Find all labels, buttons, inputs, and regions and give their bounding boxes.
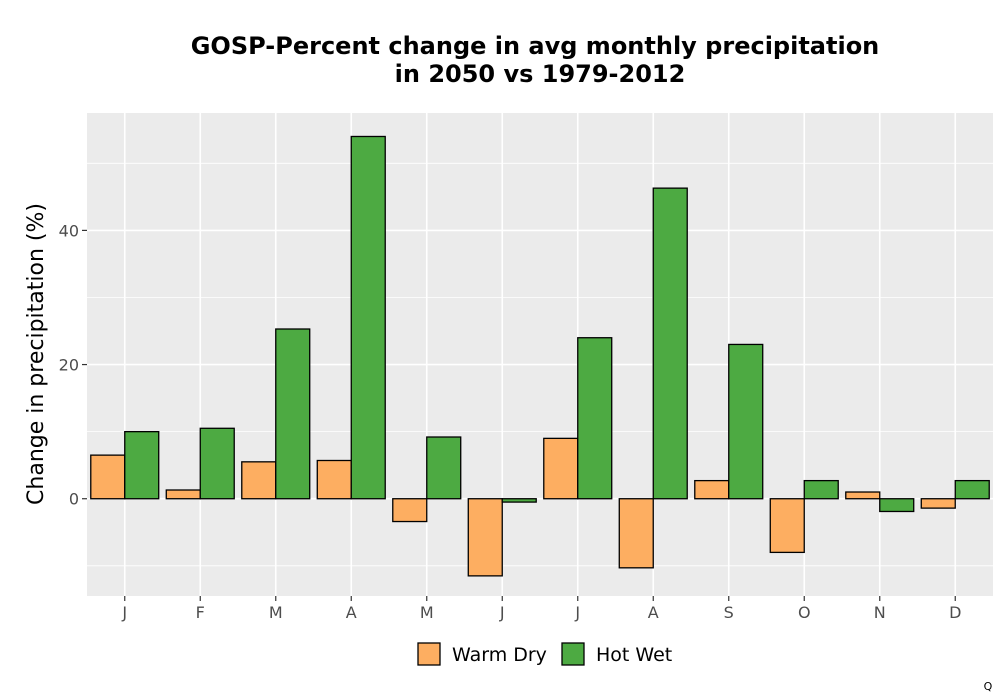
- x-tick-label: N: [874, 603, 886, 622]
- legend-key-warm-dry: [417, 642, 441, 666]
- bar-hot-wet: [954, 479, 990, 500]
- bar-hot-wet: [350, 135, 386, 500]
- bar-warm-dry: [90, 454, 126, 500]
- legend-label: Warm Dry: [452, 644, 547, 666]
- x-tick-label: D: [949, 603, 961, 622]
- plot-panel: [87, 113, 993, 596]
- x-tick-label: M: [269, 603, 283, 622]
- bar-hot-wet: [728, 343, 764, 500]
- x-tick-label: A: [648, 603, 659, 622]
- bar-hot-wet: [803, 479, 839, 500]
- bar-warm-dry: [694, 479, 730, 500]
- axis-ticks: 0 20 40 J F M A M J J A S O N D: [59, 221, 962, 622]
- bar-hot-wet: [199, 427, 235, 500]
- bar-warm-dry: [392, 498, 428, 523]
- x-tick-label: J: [121, 603, 127, 622]
- bar-warm-dry: [316, 459, 352, 500]
- x-tick-label: O: [798, 603, 811, 622]
- x-tick-label: M: [420, 603, 434, 622]
- bars: [90, 135, 990, 577]
- x-tick-label: J: [499, 603, 505, 622]
- y-tick-label: 40: [59, 221, 79, 240]
- bar-warm-dry: [467, 498, 503, 577]
- bar-warm-dry: [920, 498, 956, 509]
- bar-hot-wet: [275, 328, 311, 500]
- bar-hot-wet: [426, 436, 462, 500]
- y-axis-title: Change in precipitation (%): [24, 203, 49, 505]
- bar-hot-wet: [577, 337, 613, 500]
- bar-hot-wet: [501, 498, 537, 503]
- bar-hot-wet: [124, 430, 160, 500]
- x-tick-label: S: [724, 603, 734, 622]
- y-tick-label: 20: [59, 356, 79, 375]
- x-tick-label: J: [574, 603, 580, 622]
- y-tick-label: 0: [69, 490, 79, 509]
- legend-key-hot-wet: [561, 642, 585, 666]
- bar-warm-dry: [618, 498, 654, 569]
- bar-hot-wet: [879, 498, 915, 513]
- bar-warm-dry: [845, 491, 881, 500]
- x-tick-label: F: [196, 603, 205, 622]
- x-tick-label: A: [346, 603, 357, 622]
- bar-hot-wet: [652, 187, 688, 500]
- chart-title-line-1: GOSP-Percent change in avg monthly preci…: [191, 32, 880, 60]
- legend-label: Hot Wet: [596, 644, 672, 666]
- bar-warm-dry: [165, 489, 201, 500]
- bar-warm-dry: [769, 498, 805, 554]
- chart-title-line-2: in 2050 vs 1979-2012: [395, 60, 686, 88]
- bar-warm-dry: [241, 461, 277, 500]
- corner-mark: Q: [984, 680, 993, 693]
- bar-warm-dry: [543, 437, 579, 500]
- legend: Warm Dry Hot Wet: [417, 642, 672, 666]
